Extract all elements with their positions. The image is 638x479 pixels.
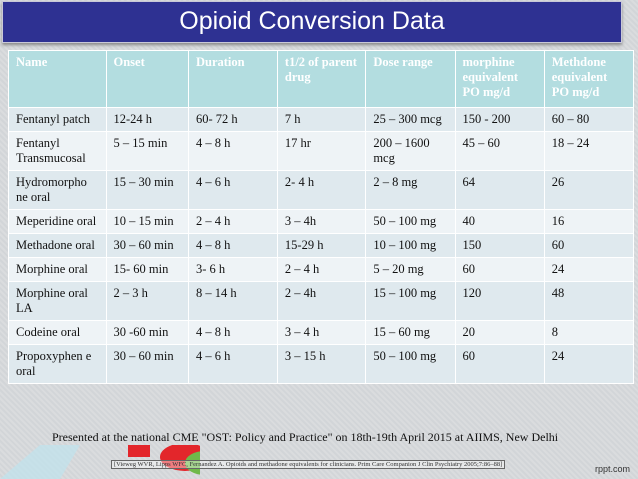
table-cell: 10 – 15 min	[105, 209, 189, 234]
table-cell: 200 – 1600 mcg	[365, 131, 456, 171]
table-cell: 60	[543, 233, 635, 258]
table-cell: 40	[454, 209, 545, 234]
table-cell: 64	[454, 170, 545, 210]
table-row: Hydromorpho ne oral 15 – 30 min 4 – 6 h 2- …	[8, 170, 635, 210]
table-cell: 15-29 h	[276, 233, 367, 258]
table-cell: 45 – 60	[454, 131, 545, 171]
table-cell: 3 – 15 h	[276, 344, 367, 384]
pill-logo	[0, 445, 200, 479]
table-cell: 50 – 100 mg	[365, 344, 456, 384]
table-cell: 18 – 24	[543, 131, 635, 171]
conversion-table: Name Onset Duration t1/2 of parent drug Dose…	[8, 50, 635, 384]
table-cell: 30 – 60 min	[105, 344, 189, 384]
table-cell: 2- 4 h	[276, 170, 367, 210]
reference-citation: [Vieweg WVR, Lipps WFC, Fernandez A. Opi…	[111, 460, 506, 469]
table-cell: 4 – 6 h	[187, 344, 278, 384]
table-cell: Fentanyl Transmucosal	[8, 131, 107, 171]
table-cell: 2 – 4h	[276, 281, 367, 321]
table-cell: 8	[543, 320, 635, 345]
table-row: Fentanyl Transmucosal 5 – 15 min 4 – 8 h 17…	[8, 131, 635, 171]
table-cell: 4 – 8 h	[187, 320, 278, 345]
table-cell: 30 – 60 min	[105, 233, 189, 258]
table-cell: Hydromorpho ne oral	[8, 170, 107, 210]
table-cell: 60 – 80	[543, 107, 635, 132]
table-cell: 120	[454, 281, 545, 321]
table-cell: Morphine oral	[8, 257, 107, 282]
table-cell: 17 hr	[276, 131, 367, 171]
table-cell: 4 – 8 h	[187, 131, 278, 171]
column-header: Dose range	[365, 50, 456, 108]
table-cell: 60	[454, 344, 545, 384]
column-header: Onset	[105, 50, 189, 108]
table-cell: Codeine oral	[8, 320, 107, 345]
table-cell: 150 - 200	[454, 107, 545, 132]
table-cell: 60	[454, 257, 545, 282]
table-cell: 15 – 100 mg	[365, 281, 456, 321]
table-cell: 30 -60 min	[105, 320, 189, 345]
table-cell: 3 – 4h	[276, 209, 367, 234]
table-cell: 60- 72 h	[187, 107, 278, 132]
slide-title: Opioid Conversion Data	[2, 1, 622, 43]
table-cell: 26	[543, 170, 635, 210]
table-cell: 4 – 8 h	[187, 233, 278, 258]
column-header: morphine equivalent PO mg/d	[454, 50, 545, 108]
column-header: Duration	[187, 50, 278, 108]
table-cell: 15 – 30 min	[105, 170, 189, 210]
table-cell: 12-24 h	[105, 107, 189, 132]
table-cell: 15 – 60 mg	[365, 320, 456, 345]
table-cell: 20	[454, 320, 545, 345]
table-cell: 16	[543, 209, 635, 234]
table-cell: 4 – 6 h	[187, 170, 278, 210]
table-cell: 15- 60 min	[105, 257, 189, 282]
table-cell: 7 h	[276, 107, 367, 132]
presentation-footer: Presented at the national CME "OST: Poli…	[52, 430, 559, 444]
table-cell: 48	[543, 281, 635, 321]
table-cell: 3 – 4 h	[276, 320, 367, 345]
table-cell: 10 – 100 mg	[365, 233, 456, 258]
table-cell: Morphine oral LA	[8, 281, 107, 321]
table-cell: 2 – 4 h	[276, 257, 367, 282]
column-header: Name	[8, 50, 107, 108]
table-cell: Methadone oral	[8, 233, 107, 258]
table-cell: Meperidine oral	[8, 209, 107, 234]
table-cell: 24	[543, 257, 635, 282]
table-cell: 150	[454, 233, 545, 258]
table-cell: 8 – 14 h	[187, 281, 278, 321]
table-cell: 50 – 100 mg	[365, 209, 456, 234]
column-header: Methdone equivalent PO mg/d	[543, 50, 635, 108]
table-cell: 2 – 3 h	[105, 281, 189, 321]
table-cell: 25 – 300 mcg	[365, 107, 456, 132]
table-cell: Propoxyphen e oral	[8, 344, 107, 384]
column-header: t1/2 of parent drug	[276, 50, 367, 108]
table-cell: 3- 6 h	[187, 257, 278, 282]
table-cell: 2 – 4 h	[187, 209, 278, 234]
table-cell: 5 – 15 min	[105, 131, 189, 171]
table-cell: 2 – 8 mg	[365, 170, 456, 210]
table-cell: 5 – 20 mg	[365, 257, 456, 282]
table-cell: 24	[543, 344, 635, 384]
table-header-row: Name Onset Duration t1/2 of parent drug Dose…	[8, 50, 635, 108]
brand-watermark: rppt.com	[594, 464, 630, 474]
table-cell: Fentanyl patch	[8, 107, 107, 132]
